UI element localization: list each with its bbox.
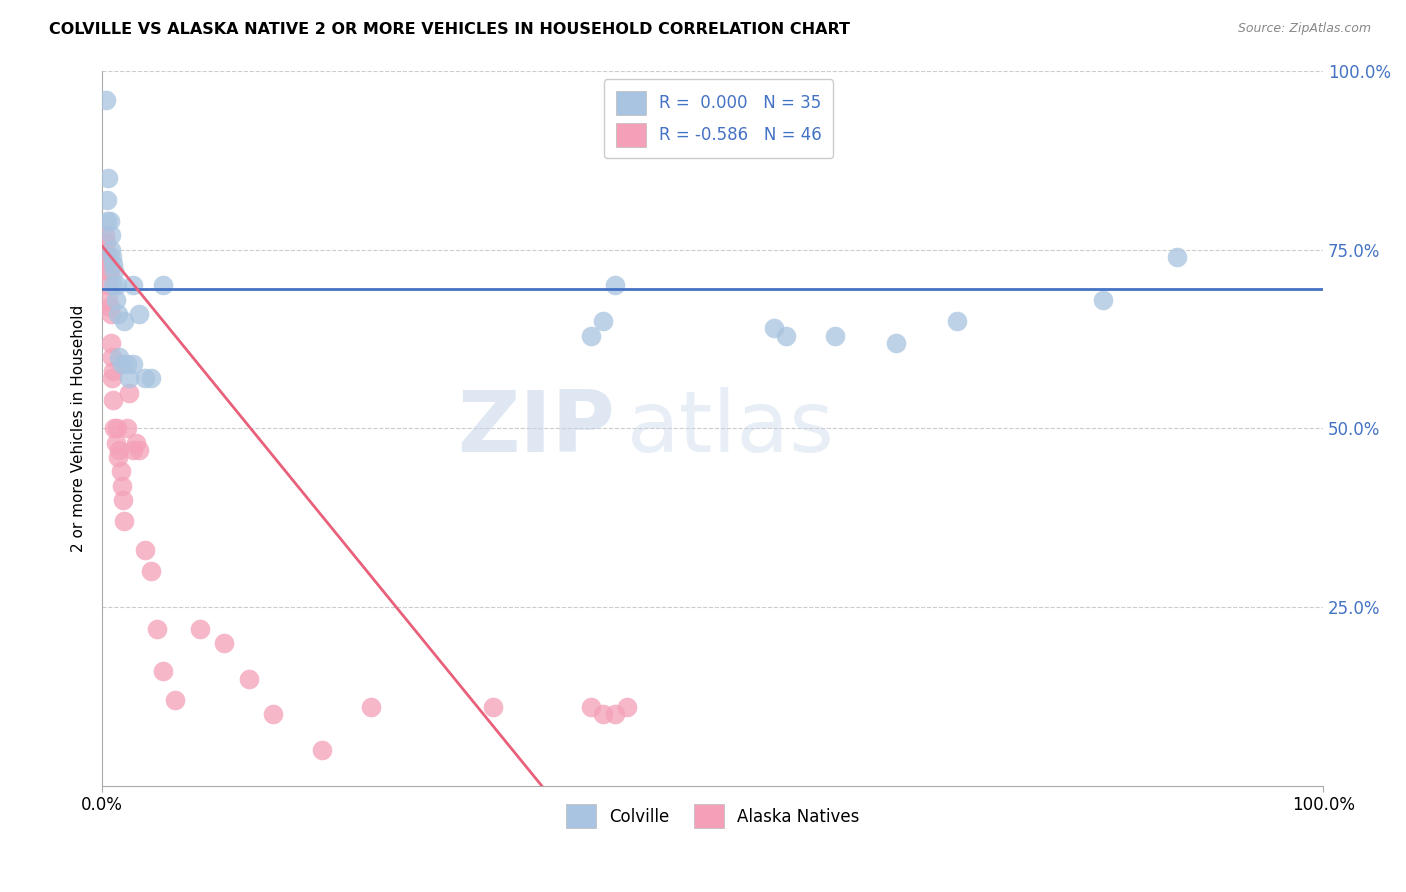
Point [110,464,132,478]
Point [603,707,626,722]
Point [111,492,134,507]
Point [115,421,138,435]
Point [107,307,129,321]
Point [103,278,125,293]
Point [152,278,174,293]
Point [100,228,122,243]
Point [108,350,131,364]
Point [134,371,156,385]
Point [824,328,846,343]
Text: COLVILLE VS ALASKA NATIVE 2 OR MORE VEHICLES IN HOUSEHOLD CORRELATION CHART: COLVILLE VS ALASKA NATIVE 2 OR MORE VEHI… [49,22,851,37]
Point [112,514,135,528]
Legend: Colville, Alaska Natives: Colville, Alaska Natives [558,797,866,835]
Point [94,93,117,107]
Point [311,743,333,757]
Point [118,385,141,400]
Point [238,672,260,686]
Point [118,371,141,385]
Point [112,314,135,328]
Point [616,700,638,714]
Point [98,264,121,278]
Point [134,543,156,558]
Point [946,314,969,328]
Y-axis label: 2 or more Vehicles in Household: 2 or more Vehicles in Household [72,305,86,552]
Point [96,264,118,278]
Point [146,622,169,636]
Point [165,693,187,707]
Point [94,235,117,250]
Point [762,321,785,335]
Point [603,278,626,293]
Point [139,565,162,579]
Point [103,364,125,378]
Point [125,435,148,450]
Point [128,442,150,457]
Point [107,450,129,464]
Point [482,700,505,714]
Point [93,228,115,243]
Point [98,214,121,228]
Point [101,371,124,385]
Point [121,357,143,371]
Point [139,371,162,385]
Point [775,328,797,343]
Point [128,307,150,321]
Point [105,421,128,435]
Point [111,357,134,371]
Point [97,293,120,307]
Text: atlas: atlas [627,387,835,470]
Point [214,636,236,650]
Text: Source: ZipAtlas.com: Source: ZipAtlas.com [1237,22,1371,36]
Point [1166,250,1188,264]
Point [96,193,118,207]
Point [1092,293,1115,307]
Point [188,622,211,636]
Point [101,350,124,364]
Point [97,171,120,186]
Point [108,442,131,457]
Point [579,700,602,714]
Point [96,250,118,264]
Point [93,235,115,250]
Point [105,278,128,293]
Point [100,307,122,321]
Point [884,335,907,350]
Point [579,328,602,343]
Point [101,250,124,264]
Point [96,214,118,228]
Point [115,357,138,371]
Point [94,250,117,264]
Point [98,300,121,314]
Point [152,665,174,679]
Point [121,278,143,293]
Point [262,707,284,722]
Point [103,392,125,407]
Point [103,264,125,278]
Point [104,293,127,307]
Point [360,700,382,714]
Point [104,435,127,450]
Point [103,421,125,435]
Text: ZIP: ZIP [457,387,614,470]
Point [592,314,614,328]
Point [592,707,614,722]
Point [103,257,125,271]
Point [100,335,122,350]
Point [97,278,120,293]
Point [111,478,134,492]
Point [121,442,143,457]
Point [100,243,122,257]
